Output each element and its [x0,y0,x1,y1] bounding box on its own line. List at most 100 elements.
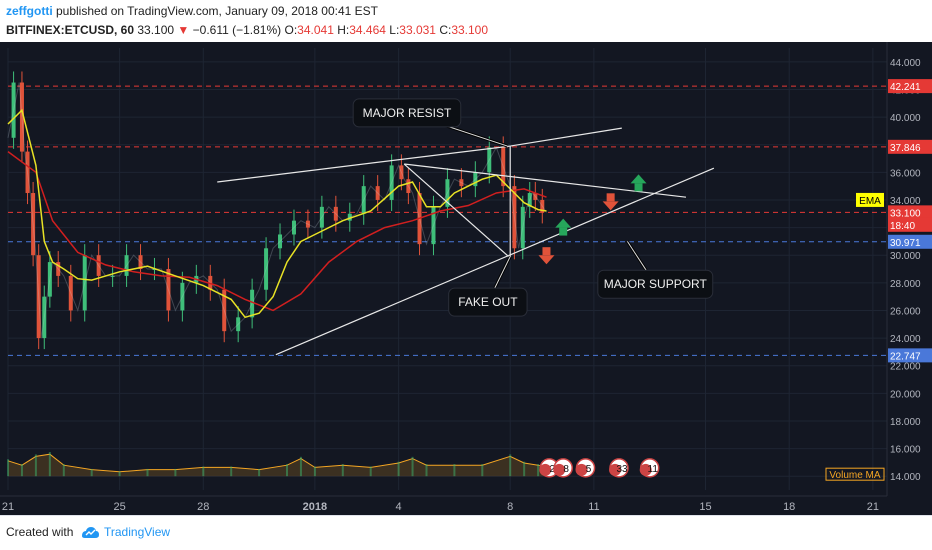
y-tick-label: 24.000 [890,334,921,345]
volume-bar [299,456,302,477]
candle-body [138,255,143,269]
event-badge-count: 11 [648,464,659,475]
y-tick-label: 22.000 [890,362,921,373]
price-tag-label: 18:40 [890,221,915,232]
open-value: 34.041 [297,23,334,37]
volume-bar [369,466,372,477]
up-arrow-icon [555,218,572,236]
low-value: 33.031 [399,23,436,37]
trendline [510,127,622,147]
price-tag-label: 22.747 [890,351,921,362]
ma-line [7,150,547,312]
volume-bar [7,459,9,477]
x-tick-label: 25 [113,501,125,513]
flag-icon [639,463,652,476]
candle-body [361,186,366,214]
candle-body [527,193,532,207]
down-triangle-icon: ▼ [177,23,190,37]
price-tag [888,217,932,232]
x-tick-label: 4 [396,501,402,513]
arrow-head [538,255,555,265]
arrow-head [602,201,619,211]
arrow-shaft [634,183,643,192]
price-tag [888,79,932,94]
candle-body [305,220,310,228]
y-tick-label: 18.000 [890,417,921,428]
candle-body [19,82,24,152]
volume-bar [62,464,65,477]
candle-body [36,255,41,339]
x-tick-label: 18 [783,501,795,513]
candle-body [264,248,269,290]
candle-body [236,317,241,332]
price-tag-label: 42.241 [890,82,921,93]
arrow-shaft [606,193,615,202]
arrow-head [630,174,647,184]
down-arrow-icon [602,193,619,211]
annotation-box [597,269,714,299]
y-tick-label: 28.000 [890,279,921,290]
candle-body [222,289,227,332]
volume-bar [202,466,205,477]
annotation-label: MAJOR RESIST [363,106,452,120]
high-value: 34.464 [349,23,386,37]
volume-tag [825,467,885,481]
publish-line: zeffgotti published on TradingView.com, … [6,4,378,18]
down-arrow-icon [538,247,555,265]
trendline [404,163,687,198]
volume-bar [509,454,512,477]
y-tick-label: 30.000 [890,251,921,262]
candle-body [152,269,157,270]
y-tick-label: 44.000 [890,58,921,69]
last-price: 33.100 [137,23,175,37]
volume-bar [34,454,37,477]
x-tick-label: 2018 [303,501,327,513]
arrow-shaft [542,247,551,256]
volume-bar [313,466,316,477]
candle-body [96,255,101,276]
chart-area[interactable]: MAJOR RESIST FAKE OUT MAJOR SUPPORT 2 8 5 33 11… [0,42,932,515]
volume-bar [411,456,414,477]
candle-body [431,206,436,245]
symbol-label[interactable]: BITFINEX:ETCUSD, 60 [6,23,135,37]
publish-info: published on TradingView.com, January 09… [52,4,378,18]
candle-body [56,262,61,276]
y-tick-label: 34.000 [890,196,921,207]
volume-bar [453,464,456,477]
annotation-box [352,98,462,128]
candle-body [25,151,30,194]
candle-body [47,262,52,297]
flag-icon [575,463,588,476]
price-tag [888,234,932,249]
price-tag-label: 37.846 [890,143,921,154]
volume-bar [523,461,526,477]
volume-bar [48,451,51,477]
candle-body [278,234,283,249]
candle-body [347,213,352,221]
volume-bar [481,464,484,477]
price-change: −0.611 (−1.81%) [192,23,282,37]
y-tick-label: 26.000 [890,306,921,317]
event-badge-count: 33 [616,464,628,475]
candle-body [31,193,36,256]
candle-body [68,275,73,311]
volume-bar [537,464,540,477]
y-tick-label: 36.000 [890,168,921,179]
candle-body [180,282,185,311]
x-tick-label: 8 [507,501,513,513]
arrow-head [555,218,572,228]
candle-body [520,206,525,249]
candle-body [333,206,338,221]
tradingview-brand-link[interactable]: TradingView [104,525,171,539]
y-tick-label: 14.000 [890,472,921,483]
candle-body [124,255,129,276]
chart-header: zeffgotti published on TradingView.com, … [0,0,932,42]
candle-body [406,179,411,194]
tradingview-logo-icon [82,527,99,538]
volume-bar [286,464,288,477]
author-link[interactable]: zeffgotti [6,4,53,18]
open-label: O: [284,23,298,37]
volume-bar [341,464,344,477]
created-with-text: Created with [6,525,74,539]
